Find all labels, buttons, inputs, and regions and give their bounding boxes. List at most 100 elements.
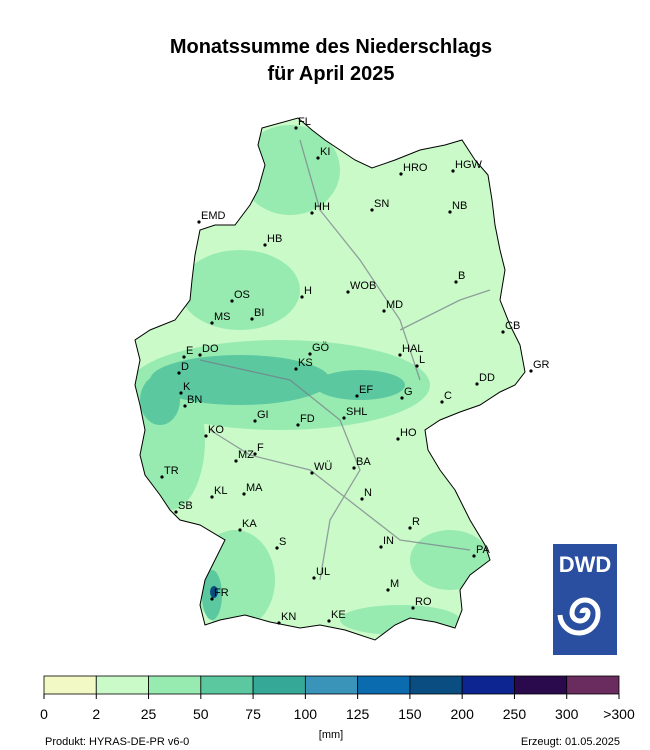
city-dot bbox=[275, 546, 279, 550]
city-dot bbox=[440, 400, 444, 404]
city-dot bbox=[382, 309, 386, 313]
city-label: N bbox=[364, 487, 372, 499]
city-label: TR bbox=[164, 465, 179, 477]
city-dot bbox=[210, 495, 214, 499]
city-label: B bbox=[458, 270, 465, 282]
city-label: F bbox=[257, 442, 264, 454]
city-dot bbox=[475, 382, 479, 386]
city-dot bbox=[198, 353, 202, 357]
legend-label: 0 bbox=[40, 706, 48, 722]
city-dot bbox=[355, 394, 359, 398]
city-label: M bbox=[390, 578, 399, 590]
city-label: E bbox=[186, 345, 193, 357]
city-dot bbox=[396, 437, 400, 441]
city-label: KL bbox=[214, 485, 227, 497]
title: für April 2025 bbox=[267, 63, 394, 85]
city-dot bbox=[312, 576, 316, 580]
city-dot bbox=[210, 597, 214, 601]
city-dot bbox=[294, 126, 298, 130]
field-area bbox=[315, 370, 405, 400]
legend-label: 2 bbox=[92, 706, 100, 722]
legend-swatch bbox=[148, 675, 202, 695]
city-dot bbox=[263, 243, 267, 247]
legend-label: 100 bbox=[294, 706, 318, 722]
legend-swatch bbox=[409, 675, 463, 695]
city-label: WOB bbox=[350, 280, 376, 292]
city-dot bbox=[316, 156, 320, 160]
city-label: FD bbox=[300, 413, 315, 425]
legend-label: 50 bbox=[193, 706, 209, 722]
city-label: S bbox=[279, 536, 286, 548]
legend-swatch bbox=[357, 675, 411, 695]
city-label: FL bbox=[298, 116, 311, 128]
city-dot bbox=[448, 210, 452, 214]
city-label: HGW bbox=[455, 159, 483, 171]
city-label: BN bbox=[187, 394, 202, 406]
legend-swatch bbox=[200, 675, 254, 695]
city-label: RO bbox=[415, 596, 432, 608]
city-dot bbox=[327, 619, 331, 623]
city-label: HB bbox=[267, 233, 282, 245]
city-dot bbox=[398, 353, 402, 357]
city-dot bbox=[529, 369, 533, 373]
city-dot bbox=[296, 423, 300, 427]
city-dot bbox=[342, 416, 346, 420]
city-label: KE bbox=[331, 609, 346, 621]
city-label: R bbox=[412, 516, 420, 528]
footer-created: Erzeugt: 01.05.2025 bbox=[521, 736, 620, 748]
logo-spiral bbox=[557, 597, 601, 636]
city-label: UL bbox=[316, 566, 330, 578]
city-label: PA bbox=[476, 544, 491, 556]
city-label: D bbox=[181, 361, 189, 373]
legend-label: 125 bbox=[346, 706, 370, 722]
city-dot bbox=[204, 434, 208, 438]
city-dot bbox=[415, 364, 419, 368]
city-label: NB bbox=[452, 200, 467, 212]
title: Monatssumme des Niederschlags bbox=[170, 36, 492, 58]
city-dot bbox=[346, 290, 350, 294]
city-label: K bbox=[183, 381, 191, 393]
legend-label: 300 bbox=[555, 706, 579, 722]
city-label: HAL bbox=[402, 343, 423, 355]
city-label: MZ bbox=[238, 449, 254, 461]
logo-text: DWD bbox=[559, 552, 612, 577]
city-label: OS bbox=[234, 289, 250, 301]
city-dot bbox=[370, 208, 374, 212]
city-label: IN bbox=[383, 535, 394, 547]
city-label: KA bbox=[242, 518, 257, 530]
legend-swatch bbox=[514, 675, 568, 695]
city-label: GR bbox=[533, 359, 550, 371]
color-legend: 0 2 25 50 75 100 125 150 200 250 300 >300 bbox=[40, 675, 635, 722]
legend-swatch bbox=[566, 675, 620, 695]
city-label: GI bbox=[257, 409, 269, 421]
city-label: KS bbox=[298, 357, 313, 369]
city-label: C bbox=[444, 390, 452, 402]
legend-label: 200 bbox=[451, 706, 475, 722]
legend-unit: [mm] bbox=[319, 729, 343, 741]
field-area bbox=[150, 355, 330, 405]
city-dot bbox=[501, 330, 505, 334]
city-dot bbox=[310, 211, 314, 215]
city-dot bbox=[179, 391, 183, 395]
city-dot bbox=[174, 510, 178, 514]
city-label: H bbox=[304, 285, 312, 297]
city-label: KI bbox=[320, 146, 330, 158]
rivers bbox=[199, 139, 491, 581]
city-label: KN bbox=[281, 611, 296, 623]
dwd-logo: DWD bbox=[553, 544, 617, 655]
city-dot bbox=[352, 466, 356, 470]
city-dot bbox=[160, 475, 164, 479]
city-dot bbox=[294, 367, 298, 371]
city-dot bbox=[400, 396, 404, 400]
city-dot bbox=[197, 220, 201, 224]
city-label: SN bbox=[374, 198, 389, 210]
legend-label: 75 bbox=[245, 706, 261, 722]
city-label: BI bbox=[254, 307, 264, 319]
city-dot bbox=[451, 169, 455, 173]
city-label: L bbox=[419, 354, 425, 366]
city-dot bbox=[238, 528, 242, 532]
city-dot bbox=[277, 621, 281, 625]
city-dot bbox=[300, 295, 304, 299]
